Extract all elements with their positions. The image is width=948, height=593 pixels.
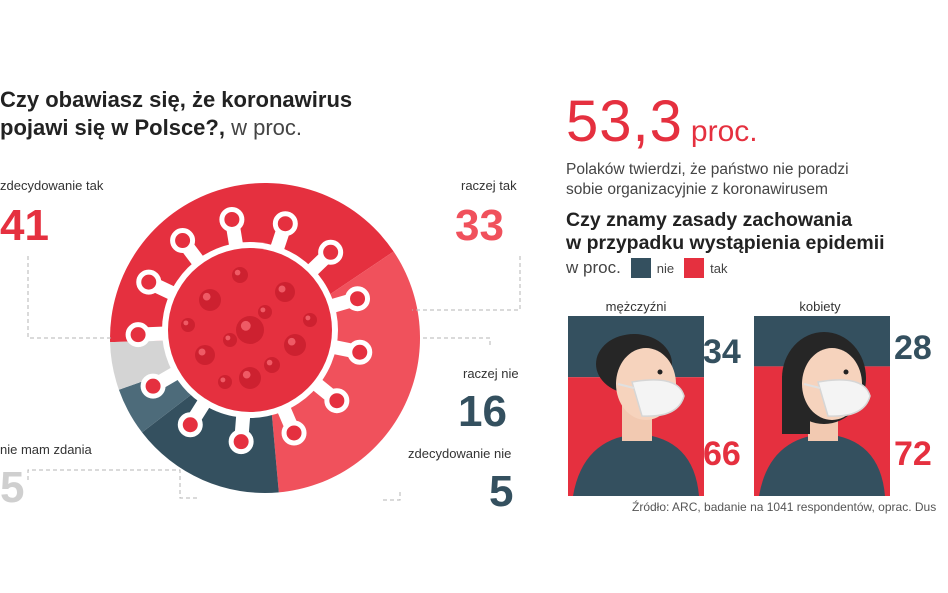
- label-zdecydowanie-nie: zdecydowanie nie: [408, 446, 512, 461]
- leader-line: [420, 337, 491, 345]
- virus-dot: [258, 305, 272, 319]
- headline-subtext: Polaków twierdzi, że państwo nie poradzi…: [566, 160, 849, 200]
- value-raczej-tak: 33: [455, 201, 504, 250]
- virus-spike-tip: [219, 206, 245, 232]
- value-zdecydowanie-nie: 5: [489, 467, 514, 516]
- gender-bar-chart: [568, 316, 890, 496]
- value-zdecydowanie-tak: 41: [0, 201, 49, 250]
- source-note: Źródło: ARC, badanie na 1041 respondentó…: [632, 500, 937, 514]
- leader-line: [27, 469, 200, 499]
- legend: w proc. nie tak: [566, 258, 728, 278]
- virus-spike-tip: [272, 211, 298, 237]
- virus-spike-tip: [140, 373, 166, 399]
- question2-line2: w przypadku wystąpienia epidemii: [566, 232, 885, 254]
- value-nie-mam-zdania: 5: [0, 463, 25, 512]
- virus-spike-tip: [228, 429, 254, 455]
- virus-dot: [181, 318, 195, 332]
- label-nie-mam-zdania: nie mam zdania: [0, 442, 92, 457]
- virus-dot-highlight: [242, 370, 251, 379]
- headline: 53,3 proc.: [566, 88, 758, 155]
- virus-dot-highlight: [278, 285, 286, 293]
- virus-dot-highlight: [305, 315, 311, 321]
- virus-dot-highlight: [225, 335, 231, 341]
- virus-dot: [223, 333, 237, 347]
- legend-label-nie: nie: [656, 260, 675, 276]
- value-raczej-nie: 16: [458, 387, 507, 436]
- virus-dot: [275, 282, 295, 302]
- women-label: kobiety: [799, 299, 841, 314]
- label-raczej-nie: raczej nie: [463, 366, 519, 381]
- man-illustration-icon: [573, 334, 699, 496]
- virus-dot-highlight: [266, 359, 273, 366]
- virus-dot: [195, 345, 215, 365]
- virus-spike-tip: [345, 286, 371, 312]
- title-line2: pojawi się w Polsce?,: [0, 115, 225, 140]
- pie-chart: [27, 183, 521, 501]
- virus-dot-highlight: [287, 337, 296, 346]
- question2-line1: Czy znamy zasady zachowania: [566, 209, 853, 231]
- virus-spike-tip: [125, 322, 151, 348]
- leader-line: [412, 256, 521, 311]
- woman-illustration-icon: [759, 332, 885, 496]
- virus-dot-highlight: [183, 320, 189, 326]
- headline-unit: proc.: [690, 115, 758, 148]
- virus-dot-highlight: [202, 292, 211, 301]
- subtext-line1: Polaków twierdzi, że państwo nie poradzi: [566, 161, 849, 178]
- leader-line: [380, 492, 401, 501]
- virus-dot: [232, 267, 248, 283]
- virus-dot: [236, 316, 264, 344]
- virus-dot: [284, 334, 306, 356]
- headline-value: 53,3: [566, 89, 683, 154]
- virus-dot-highlight: [198, 348, 206, 356]
- title-unit: w proc.: [231, 115, 303, 140]
- label-zdecydowanie-tak: zdecydowanie tak: [0, 178, 104, 193]
- legend-swatch-tak: [684, 258, 705, 278]
- subtext-line2: sobie organizacyjnie z koronawirusem: [566, 181, 828, 198]
- legend-swatch-nie: [630, 258, 651, 278]
- virus-dot-highlight: [240, 320, 251, 331]
- virus-dot: [264, 357, 280, 373]
- virus-spike-tip: [347, 339, 373, 365]
- virus-spike-tip: [318, 239, 344, 265]
- women-tak-value: 72: [894, 435, 932, 473]
- legend-label-tak: tak: [710, 260, 728, 276]
- question2-title: Czy znamy zasady zachowania w przypadku …: [566, 209, 885, 255]
- virus-dot-highlight: [220, 377, 226, 383]
- virus-dot: [303, 313, 317, 327]
- virus-spike-tip: [170, 228, 196, 254]
- virus-spike-tip: [136, 269, 162, 295]
- legend-unit: w proc.: [566, 258, 621, 277]
- men-tak-value: 66: [703, 435, 741, 473]
- virus-dot-highlight: [234, 269, 241, 276]
- virus-dot-highlight: [260, 307, 266, 313]
- virus-spike-tip: [281, 420, 307, 446]
- leader-line: [27, 256, 112, 339]
- chart-title: Czy obawiasz się, że koronawirus pojawi …: [0, 86, 352, 142]
- virus-spike-tip: [177, 412, 203, 438]
- virus-spike-tip: [324, 388, 350, 414]
- women-nie-value: 28: [894, 329, 932, 367]
- men-label: mężczyźni: [605, 299, 667, 314]
- title-line1: Czy obawiasz się, że koronawirus: [0, 87, 353, 112]
- virus-icon: [125, 206, 373, 455]
- virus-dot: [239, 367, 261, 389]
- virus-dot: [199, 289, 221, 311]
- virus-dot: [218, 375, 232, 389]
- men-nie-value: 34: [703, 333, 741, 371]
- label-raczej-tak: raczej tak: [461, 178, 517, 193]
